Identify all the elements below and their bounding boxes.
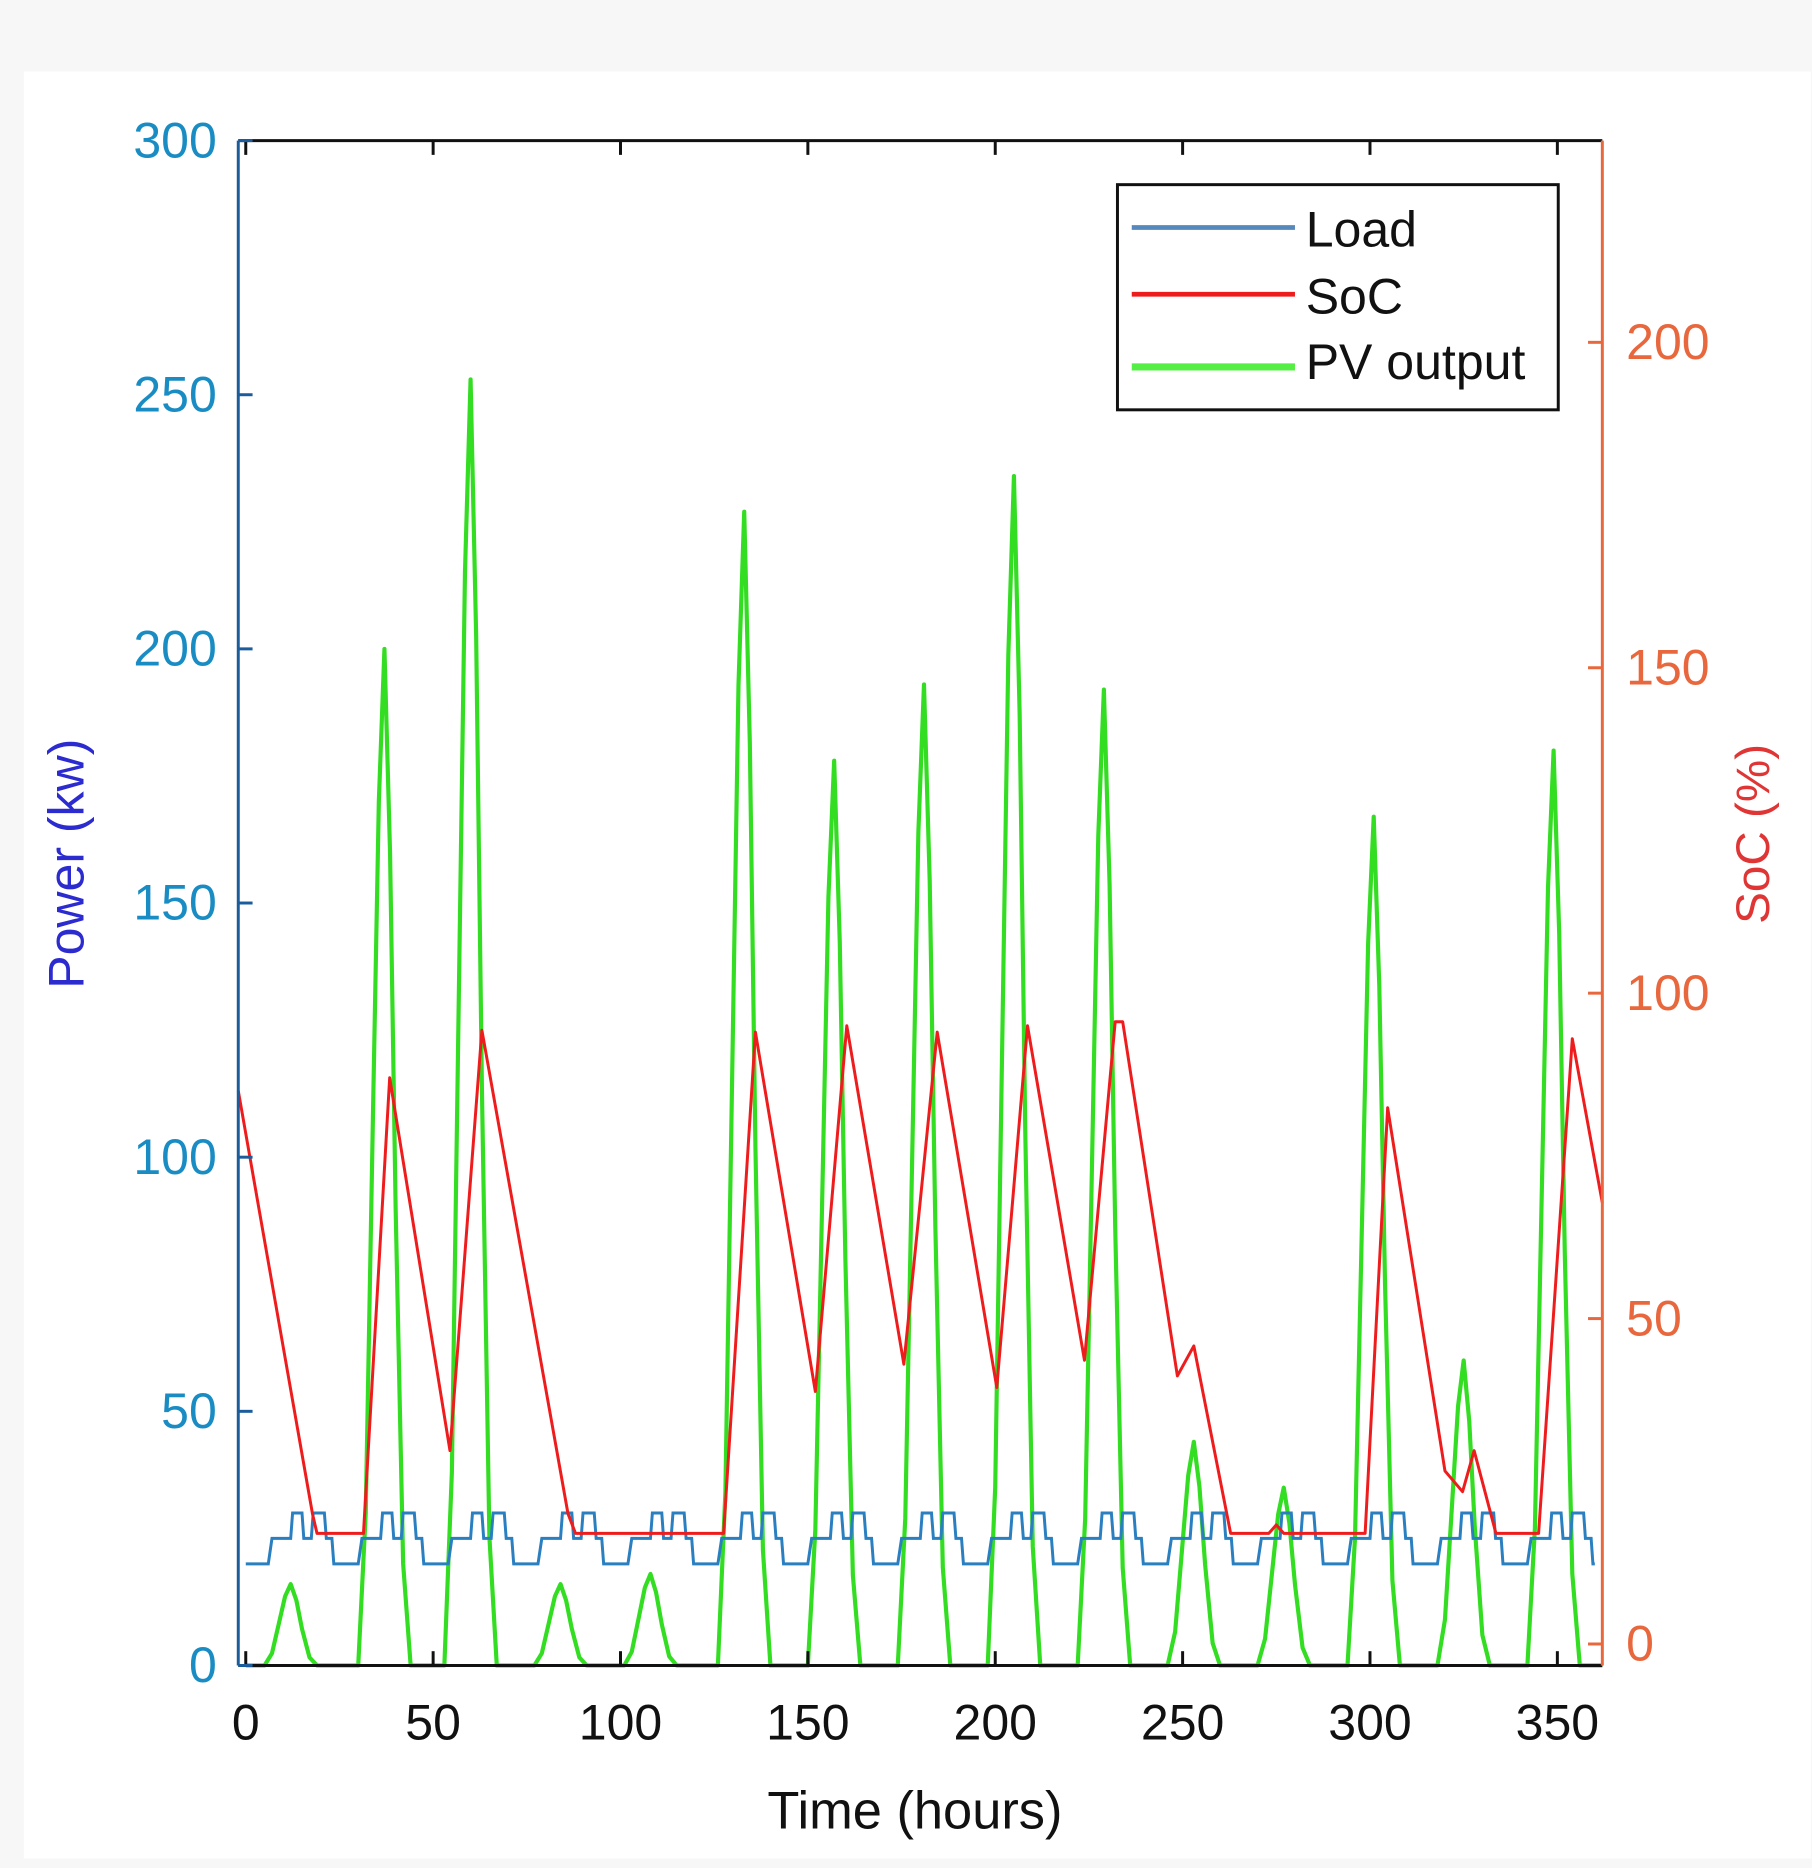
plot-area bbox=[236, 139, 1604, 1668]
y-tick-label-left: 250 bbox=[133, 366, 216, 422]
x-tick-label: 150 bbox=[766, 1694, 849, 1750]
y-tick-label-left: 100 bbox=[133, 1129, 216, 1185]
y-tick-label-left: 200 bbox=[133, 621, 216, 677]
legend-label-load: Load bbox=[1306, 202, 1417, 258]
x-tick-label: 200 bbox=[954, 1694, 1037, 1750]
y-axis-label-left: Power (kw) bbox=[38, 739, 94, 989]
x-tick-label: 100 bbox=[579, 1694, 662, 1750]
load-line bbox=[245, 1511, 1595, 1566]
x-tick-label: 250 bbox=[1141, 1694, 1224, 1750]
legend-label-soc: SoC bbox=[1306, 268, 1403, 324]
soc-line bbox=[236, 1020, 1604, 1535]
y-tick-label-right: 50 bbox=[1626, 1290, 1682, 1346]
y-tick-label-right: 100 bbox=[1626, 965, 1709, 1021]
y-tick-label-left: 150 bbox=[133, 875, 216, 931]
legend: Load SoC PV output bbox=[1115, 183, 1560, 412]
y-tick-label-left: 50 bbox=[161, 1383, 217, 1439]
y-tick-label-right: 0 bbox=[1626, 1616, 1654, 1672]
legend-box bbox=[1115, 183, 1560, 412]
legend-label-pv: PV output bbox=[1306, 334, 1526, 390]
y-tick-label-right: 150 bbox=[1626, 639, 1709, 695]
y-axis-label-right: SoC (%) bbox=[1727, 744, 1780, 924]
x-tick-label: 0 bbox=[232, 1694, 260, 1750]
y-tick-label-right: 200 bbox=[1626, 314, 1709, 370]
x-tick-label: 300 bbox=[1328, 1694, 1411, 1750]
tick-labels: 0 50 100 150 200 250 300 350 0 50 100 150 200 250 300 0… bbox=[133, 112, 1709, 1750]
x-tick-label: 350 bbox=[1516, 1694, 1599, 1750]
x-axis-label: Time (hours) bbox=[767, 1783, 1062, 1841]
y-tick-label-left: 0 bbox=[189, 1637, 217, 1693]
y-tick-label-left: 300 bbox=[133, 112, 216, 168]
x-tick-label: 50 bbox=[405, 1694, 461, 1750]
pv-output-line bbox=[245, 377, 1603, 1668]
